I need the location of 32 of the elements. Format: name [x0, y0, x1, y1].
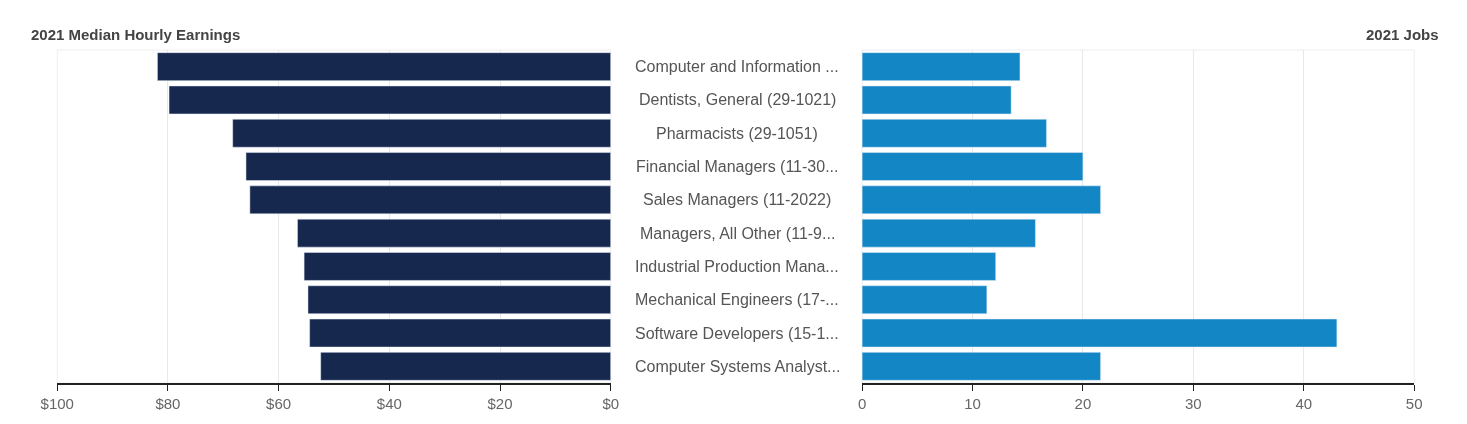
x-tick-label: $0	[602, 394, 620, 412]
y-tick-label: Software Developers (15-1...	[635, 325, 839, 342]
x-tick-label: $20	[487, 394, 513, 412]
y-tick-label: Industrial Production Mana...	[635, 258, 839, 275]
x-tick-label: 10	[964, 394, 981, 412]
x-tick-label: $100	[40, 394, 74, 412]
bar	[168, 85, 611, 115]
y-tick-label: Managers, All Other (11-9...	[640, 225, 836, 242]
x-tick-label: 20	[1074, 394, 1092, 412]
x-tick-label: 50	[1405, 394, 1423, 412]
x-tick-label: 30	[1185, 394, 1202, 412]
x-tick-label: 40	[1295, 394, 1313, 412]
bar	[249, 185, 611, 215]
x-tick-label: $80	[155, 394, 181, 412]
bar	[309, 318, 611, 348]
chart-title: 2021 Jobs	[1366, 26, 1439, 43]
bar	[245, 152, 611, 181]
y-tick-label: Financial Managers (11-30...	[636, 158, 839, 175]
bar	[232, 119, 611, 148]
x-tick-label: $40	[376, 394, 402, 412]
bar	[307, 285, 611, 314]
x-tick-label: $60	[266, 394, 292, 412]
chart-title: 2021 Median Hourly Earnings	[31, 26, 241, 43]
x-tick-label: 0	[857, 394, 867, 412]
y-tick-label: Sales Managers (11-2022)	[643, 191, 832, 208]
y-tick-label: Computer and Information ...	[635, 58, 839, 75]
y-tick-label: Mechanical Engineers (17-...	[635, 291, 839, 308]
bar	[303, 252, 611, 281]
bar	[297, 218, 611, 248]
y-tick-label: Dentists, General (29-1021)	[639, 91, 837, 108]
y-tick-label: Computer Systems Analyst...	[635, 358, 841, 375]
y-tick-label: Pharmacists (29-1051)	[656, 125, 818, 142]
